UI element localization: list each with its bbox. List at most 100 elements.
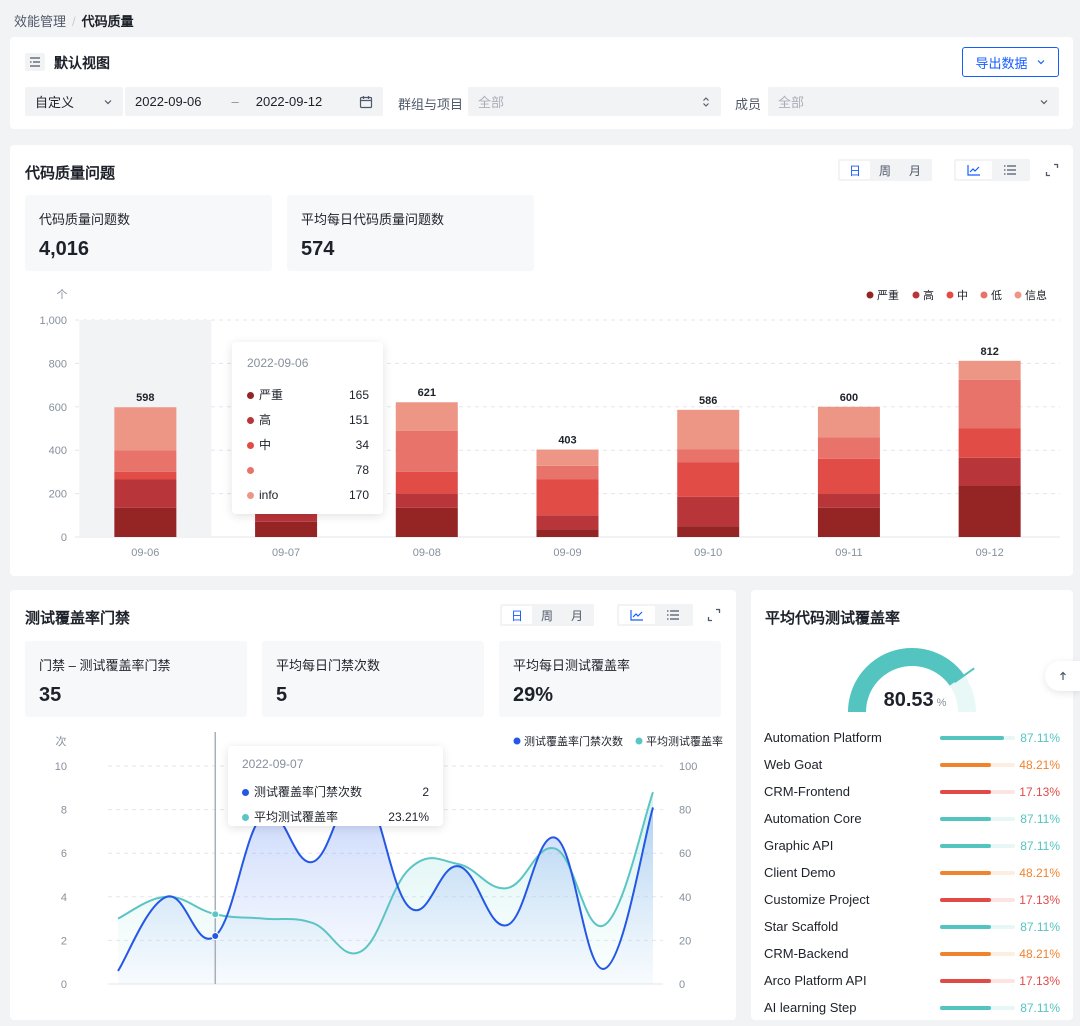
bar-segment[interactable]: [114, 450, 177, 472]
coverage-gauge: [848, 648, 976, 712]
y-tick-label: 0: [61, 532, 67, 544]
bar-segment[interactable]: [114, 479, 177, 508]
line-chart-icon[interactable]: [619, 606, 655, 624]
bar-segment[interactable]: [817, 437, 880, 459]
legend-label[interactable]: 信息: [1025, 288, 1047, 302]
bar-segment[interactable]: [677, 409, 740, 450]
bar-segment[interactable]: [114, 471, 177, 480]
toggle-day[interactable]: 日: [840, 161, 870, 179]
tooltip-row: 78: [247, 457, 369, 482]
project-name[interactable]: Star Scaffold: [764, 919, 839, 934]
bar-total-label: 621: [418, 387, 436, 399]
bar-segment[interactable]: [536, 479, 599, 516]
x-tick-label: 09-09: [553, 547, 581, 559]
series-value: 78: [355, 462, 369, 477]
bar-segment[interactable]: [255, 513, 318, 522]
gate-tooltip: 2022-09-07 测试覆盖率门禁次数 2 平均测试覆盖率 23.21%: [228, 746, 443, 826]
legend-label[interactable]: 严重: [877, 288, 899, 302]
toggle-month[interactable]: 月: [570, 608, 583, 623]
bar-segment[interactable]: [677, 462, 740, 497]
range-type-select[interactable]: 自定义: [25, 87, 123, 116]
fullscreen-icon[interactable]: [1045, 163, 1059, 182]
bar-segment[interactable]: [395, 430, 458, 472]
project-name[interactable]: Graphic API: [764, 838, 834, 853]
toggle-month[interactable]: 月: [908, 163, 921, 178]
bar-total-label: 403: [558, 435, 576, 447]
bar-segment[interactable]: [677, 496, 740, 527]
project-name[interactable]: Customize Project: [764, 892, 870, 907]
bar-segment[interactable]: [395, 493, 458, 508]
project-name[interactable]: AI learning Step: [764, 1000, 857, 1015]
project-name[interactable]: Client Demo: [764, 865, 836, 880]
range-type-value: 自定义: [35, 95, 75, 110]
fullscreen-icon[interactable]: [707, 608, 721, 627]
bar-segment[interactable]: [958, 457, 1021, 487]
y-axis-unit: 次: [56, 734, 67, 748]
project-name[interactable]: CRM-Backend: [764, 946, 849, 961]
bar-segment[interactable]: [817, 493, 880, 508]
bar-segment[interactable]: [958, 379, 1021, 429]
end-date[interactable]: 2022-09-12: [255, 94, 323, 109]
calendar-icon[interactable]: [359, 95, 373, 109]
bar-segment[interactable]: [114, 407, 177, 451]
bar-segment[interactable]: [958, 360, 1021, 380]
list-icon[interactable]: [655, 606, 691, 624]
project-name[interactable]: CRM-Frontend: [764, 784, 850, 799]
bar-segment[interactable]: [536, 529, 599, 537]
coverage-bar-fill: [940, 925, 991, 929]
project-name[interactable]: Arco Platform API: [764, 973, 867, 988]
project-name[interactable]: Automation Platform: [764, 730, 882, 745]
hover-point[interactable]: [211, 932, 220, 941]
coverage-bar-fill: [940, 871, 991, 875]
legend-dot: [635, 737, 643, 745]
legend-label[interactable]: 中: [957, 289, 968, 302]
bar-segment[interactable]: [536, 465, 599, 480]
series-name: 严重: [259, 388, 284, 402]
line-chart-icon[interactable]: [956, 161, 992, 179]
member-select[interactable]: 全部: [768, 87, 1059, 116]
coverage-bar-track: [940, 979, 1015, 983]
export-data-button[interactable]: 导出数据: [962, 47, 1059, 77]
tooltip-row: 平均测试覆盖率 23.21%: [242, 804, 429, 829]
start-date[interactable]: 2022-09-06: [135, 94, 202, 109]
project-name[interactable]: Web Goat: [764, 757, 823, 772]
toggle-week[interactable]: 周: [878, 163, 891, 178]
legend-label[interactable]: 高: [923, 288, 934, 302]
bar-segment[interactable]: [677, 449, 740, 463]
toggle-week[interactable]: 周: [540, 608, 553, 623]
y-tick-label: 400: [49, 445, 67, 457]
coverage-bar-track: [940, 925, 1015, 929]
bar-segment[interactable]: [677, 526, 740, 537]
bar-segment[interactable]: [536, 449, 599, 466]
breadcrumb-current: 代码质量: [81, 14, 134, 29]
bar-segment[interactable]: [395, 402, 458, 431]
bar-segment[interactable]: [817, 458, 880, 494]
bar-segment[interactable]: [395, 507, 458, 537]
bar-segment[interactable]: [114, 507, 177, 537]
back-to-top-button[interactable]: [1045, 661, 1080, 691]
toggle-day[interactable]: 日: [502, 606, 532, 624]
legend-label[interactable]: 测试覆盖率门禁次数: [524, 734, 623, 748]
bar-segment[interactable]: [958, 428, 1021, 458]
bar-segment[interactable]: [817, 406, 880, 438]
breadcrumb-parent[interactable]: 效能管理: [14, 14, 67, 29]
tooltip-row: 严重 165: [247, 382, 369, 407]
series-dot: [247, 466, 254, 474]
bar-segment[interactable]: [958, 486, 1021, 537]
hover-point[interactable]: [211, 910, 220, 919]
date-range-picker[interactable]: 2022-09-06 – 2022-09-12: [125, 87, 383, 116]
list-icon[interactable]: [992, 161, 1028, 179]
legend-label[interactable]: 平均测试覆盖率: [646, 734, 723, 748]
project-name[interactable]: Automation Core: [764, 811, 862, 826]
y-tick-label: 600: [49, 402, 67, 414]
view-list-icon[interactable]: [25, 53, 45, 71]
bar-segment[interactable]: [255, 521, 318, 537]
stat-gate-total: 门禁 – 测试覆盖率门禁 35: [25, 641, 247, 717]
series-value: 151: [348, 412, 369, 427]
bar-segment[interactable]: [817, 507, 880, 537]
legend-label[interactable]: 低: [991, 289, 1002, 302]
bar-segment[interactable]: [395, 471, 458, 494]
bar-segment[interactable]: [536, 515, 599, 530]
group-select[interactable]: 全部: [468, 87, 721, 116]
tooltip-row: 中 34: [247, 432, 369, 457]
